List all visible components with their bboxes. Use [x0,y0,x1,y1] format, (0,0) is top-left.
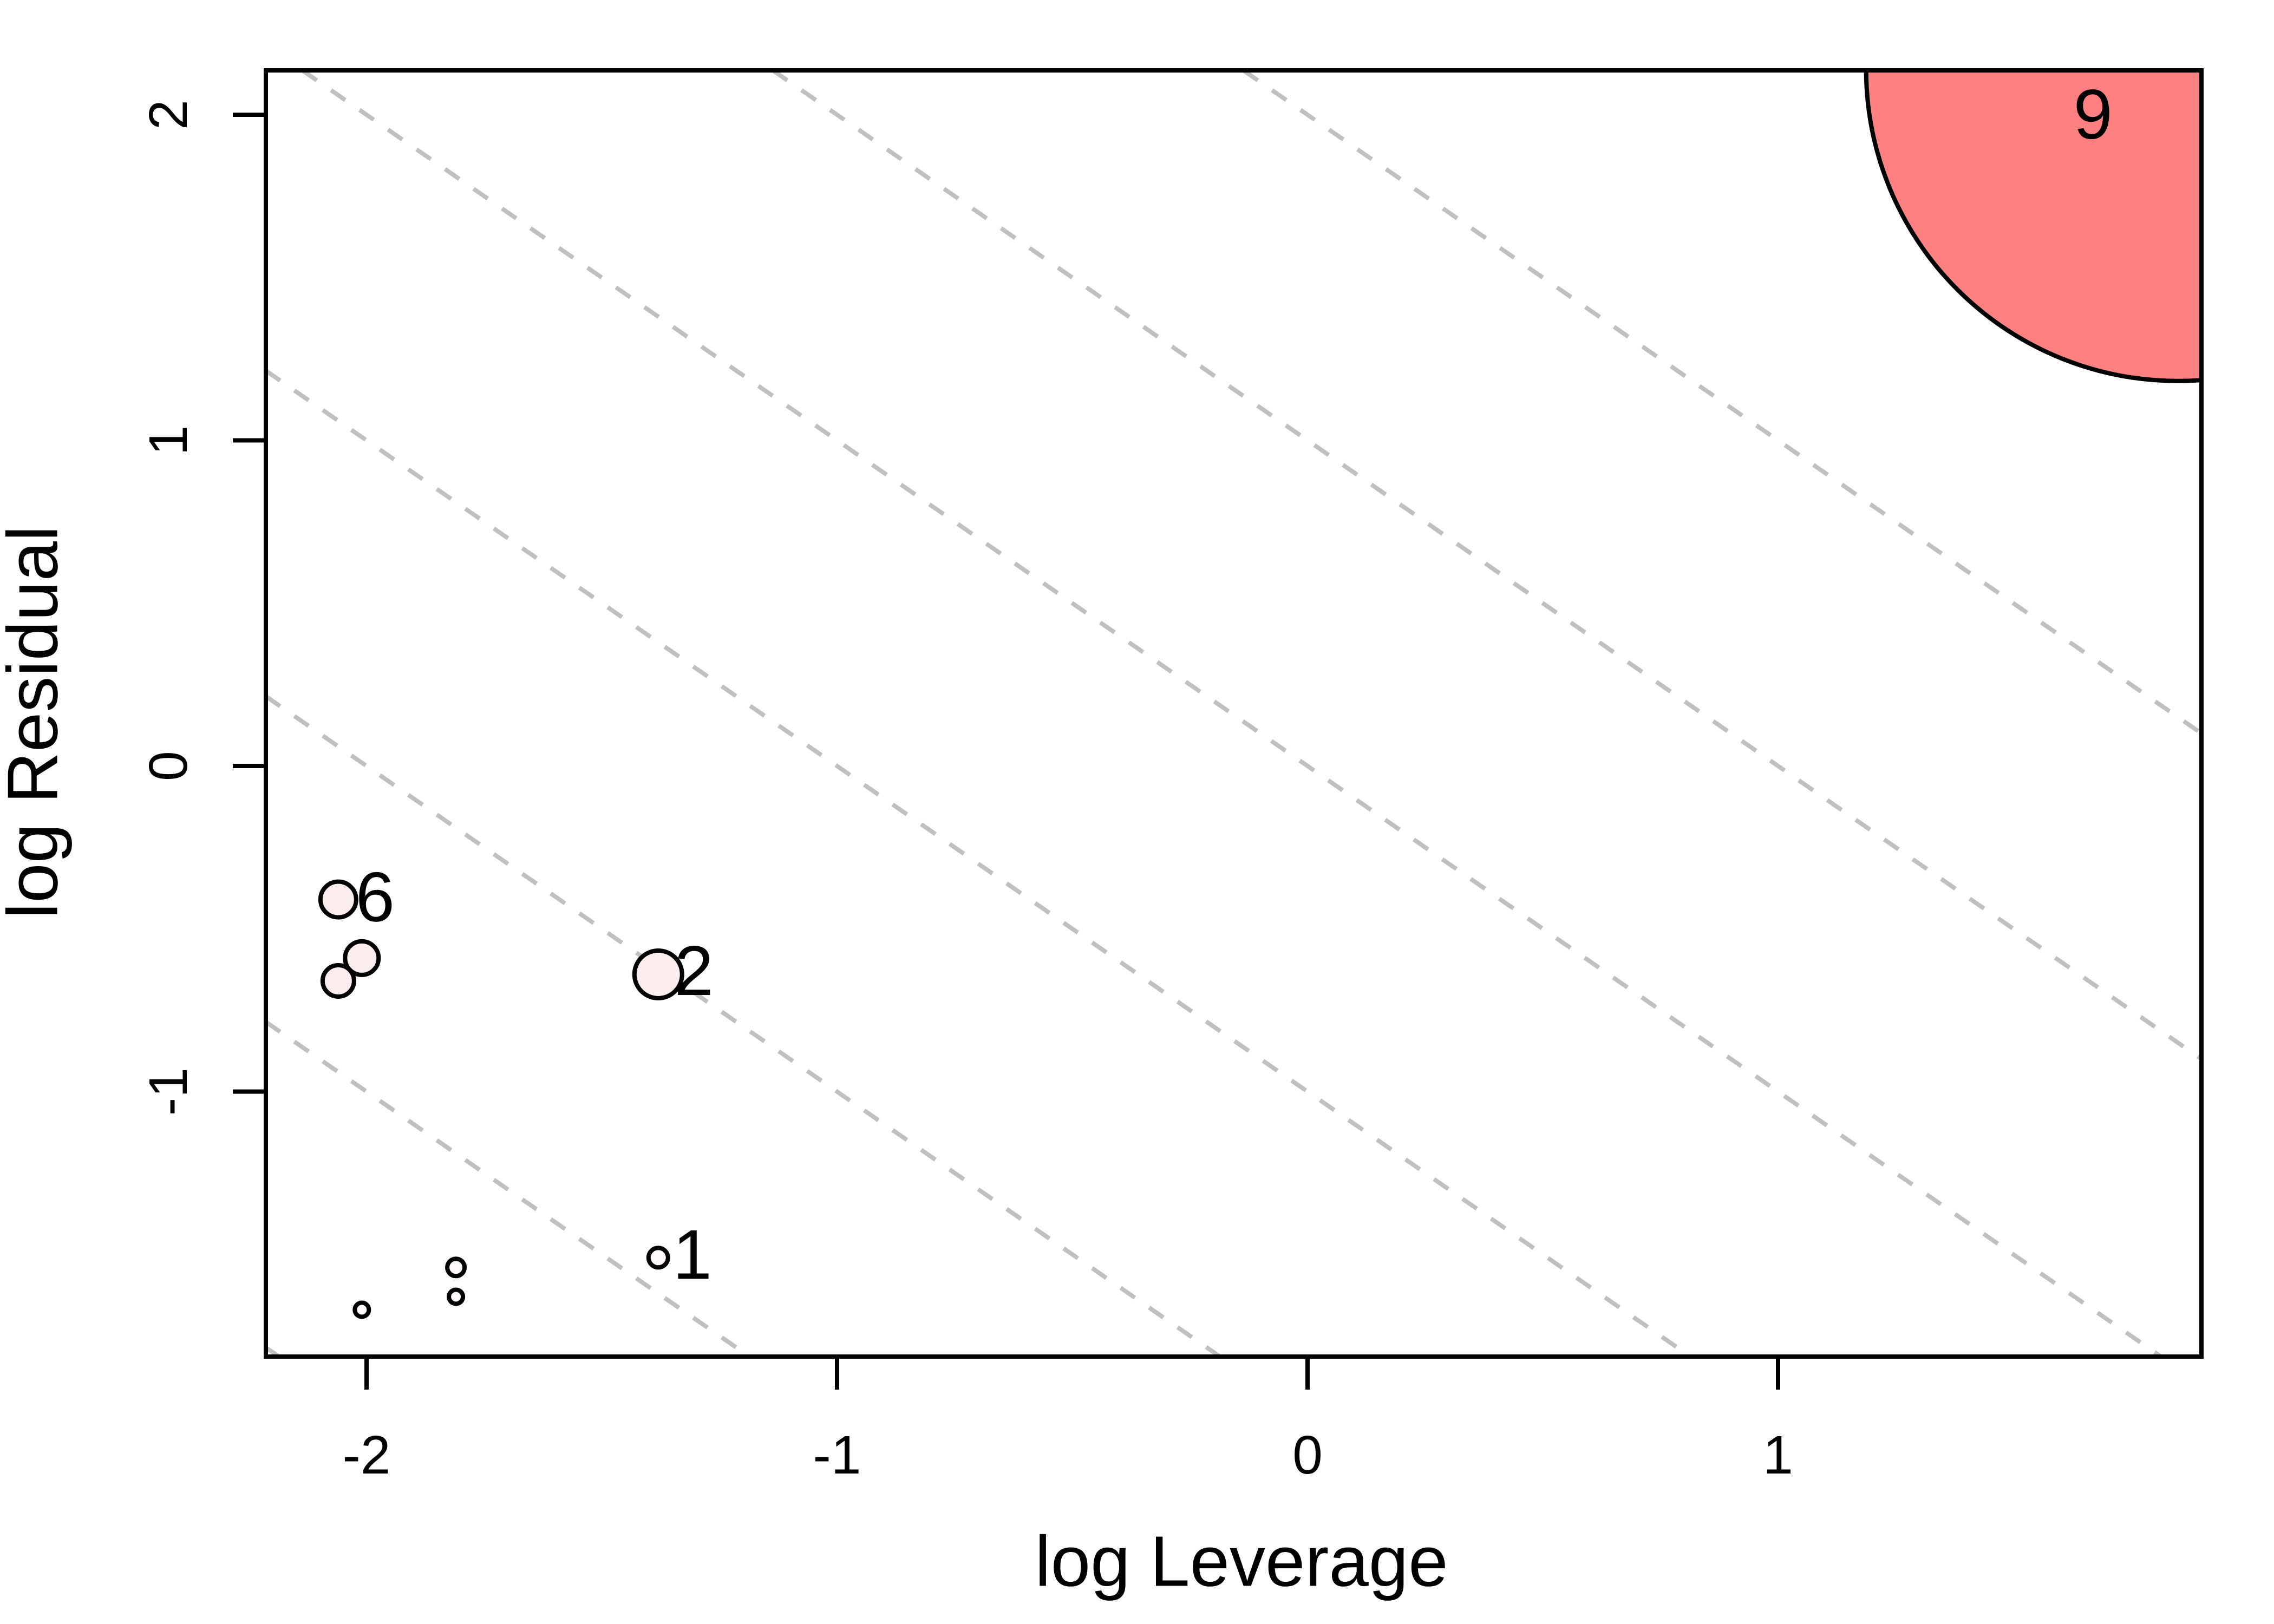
y-tick-label-1: 1 [138,425,199,456]
x-tick-label-1: 1 [1763,1425,1793,1485]
point-labels-group: 9 6 2 1 [356,75,2113,1294]
y-axis-title: log Residual [0,526,73,919]
diagonal-gridline-c1 [772,70,2201,1061]
x-tick-label--2: -2 [343,1425,391,1485]
x-tick-label-0: 0 [1292,1425,1323,1485]
data-point-6 [318,879,358,920]
data-point-unlabeled-6 [445,1256,467,1279]
point-label-6: 6 [356,857,395,937]
y-tick-label-2: 2 [138,100,199,130]
point-label-2: 2 [675,931,714,1010]
data-point-unlabeled-7 [447,1287,466,1306]
y-tick-label-0: 0 [138,751,199,781]
data-point-unlabeled-2 [343,939,381,977]
x-axis-title: log Leverage [1035,1522,1448,1601]
x-axis-group: -2 -1 0 1 [343,1357,1793,1485]
x-tick-label--1: -1 [813,1425,861,1485]
diagonal-gridline-c0 [301,70,2162,1357]
y-tick-label--1: -1 [138,1068,199,1116]
diagonal-gridline-c2 [1242,70,2201,736]
data-point-unlabeled-3 [320,962,356,999]
diagonal-gridlines-group [266,70,2201,1357]
point-label-9: 9 [2073,75,2112,154]
data-points-group [318,70,2201,1319]
diagonal-gridline-c-1 [266,369,1692,1357]
point-label-1: 1 [673,1215,712,1294]
plot-box-border [264,68,2204,1359]
data-point-9 [1864,70,2201,383]
data-point-unlabeled-8 [352,1300,371,1319]
diagonal-gridline-c-3 [266,1020,751,1357]
data-point-2 [632,948,684,1000]
data-point-1 [646,1246,670,1270]
y-axis-group: -1 0 1 2 [138,100,266,1116]
